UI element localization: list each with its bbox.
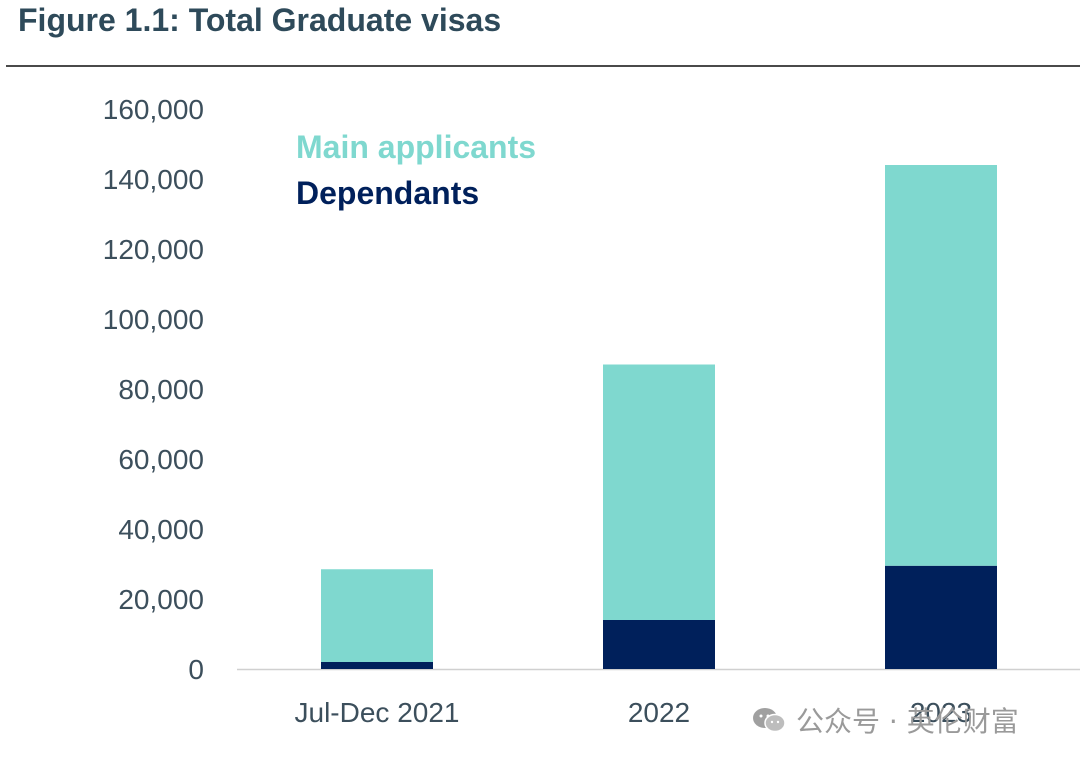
y-tick-label: 20,000 xyxy=(118,584,204,615)
y-tick-label: 60,000 xyxy=(118,444,204,475)
legend-dependants: Dependants xyxy=(296,175,479,211)
chart-title: Figure 1.1: Total Graduate visas xyxy=(18,2,502,38)
y-tick-label: 80,000 xyxy=(118,374,204,405)
legend-main-applicants: Main applicants xyxy=(296,129,536,165)
bar-dependants-3 xyxy=(885,565,997,669)
bar-main-applicants-3 xyxy=(885,165,997,566)
bar-dependants-1 xyxy=(321,662,433,669)
x-tick-label: 2023 xyxy=(910,697,972,728)
x-tick-label: 2022 xyxy=(628,697,690,728)
title-divider xyxy=(6,65,1080,67)
bar-dependants-2 xyxy=(603,620,715,669)
wechat-icon xyxy=(753,708,786,733)
watermark-text: 公众号 · 英伦财富 xyxy=(796,705,1019,738)
x-tick-label: Jul-Dec 2021 xyxy=(295,697,460,728)
y-tick-label: 160,000 xyxy=(103,94,204,125)
y-tick-label: 140,000 xyxy=(103,164,204,195)
y-tick-label: 120,000 xyxy=(103,234,204,265)
bar-main-applicants-2 xyxy=(603,364,715,620)
y-tick-label: 100,000 xyxy=(103,304,204,335)
y-tick-label: 40,000 xyxy=(118,514,204,545)
y-tick-label: 0 xyxy=(188,654,204,685)
watermark: 公众号 · 英伦财富 xyxy=(752,700,1019,740)
bar-main-applicants-1 xyxy=(321,569,433,662)
